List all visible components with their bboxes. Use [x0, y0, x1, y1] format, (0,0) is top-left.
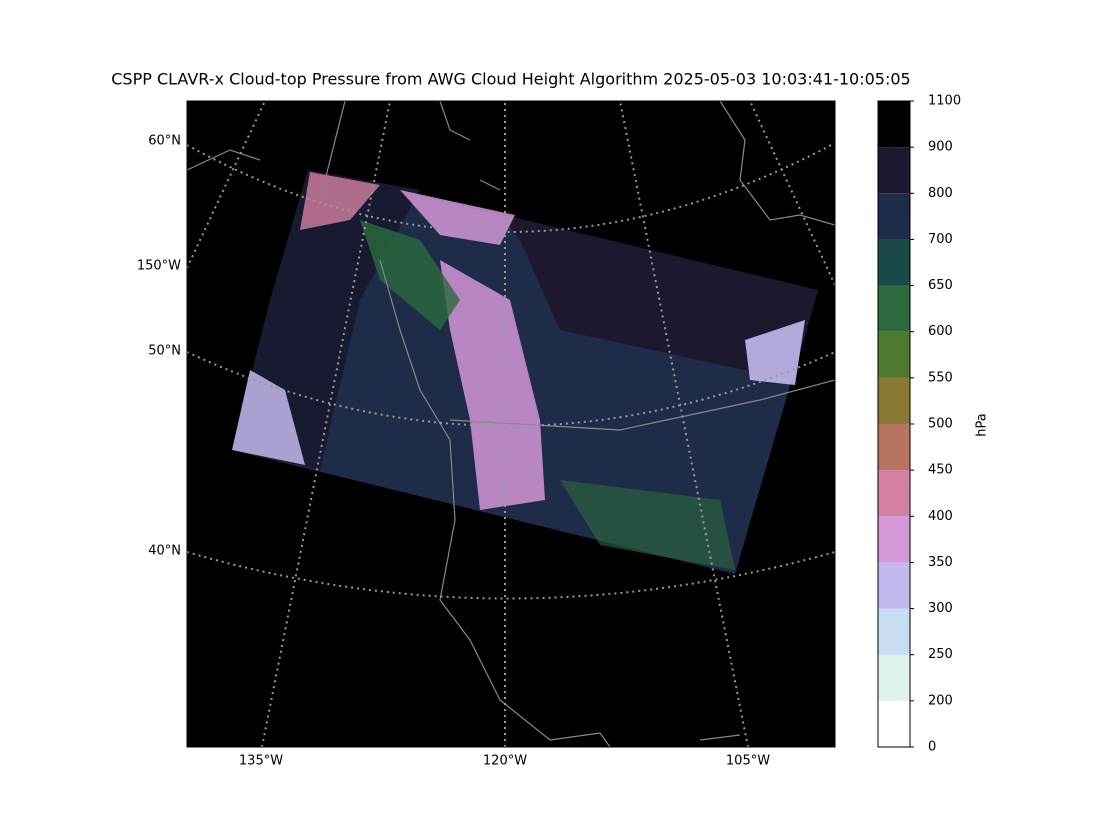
colorbar-segment: [878, 285, 910, 332]
colorbar-tick-label: 800: [928, 186, 953, 201]
colorbar-tick-label: 300: [928, 601, 953, 616]
graticule: [187, 101, 835, 747]
colorbar-segment: [878, 147, 910, 194]
colorbar-tick-label: 0: [928, 740, 936, 755]
colorbar-label: hPa: [975, 413, 990, 436]
lon-label: 105°W: [726, 754, 770, 769]
colorbar-segment: [878, 470, 910, 517]
cloud-patch: [232, 370, 305, 465]
colorbar-tick-label: 500: [928, 417, 953, 432]
colorbar-tick-label: 350: [928, 555, 953, 570]
colorbar-segment: [878, 608, 910, 655]
colorbar-tick-label: 700: [928, 232, 953, 247]
colorbar-segment: [878, 239, 910, 286]
colorbar-tick-label: 250: [928, 647, 953, 662]
colorbar-segment: [878, 331, 910, 378]
map-frame: [186, 100, 836, 748]
graticule-line: [187, 551, 835, 600]
colorbar-tick-label: 900: [928, 140, 953, 155]
graticule-line: [619, 101, 749, 747]
colorbar-tick-label: 650: [928, 278, 953, 293]
colorbar-segment: [878, 377, 910, 424]
lon-label: 120°W: [483, 754, 527, 769]
cloud-patch: [300, 172, 380, 230]
coastline: [187, 101, 835, 747]
cloud-patch: [745, 320, 805, 385]
lon-label: 135°W: [239, 754, 283, 769]
cloud-patch: [440, 260, 545, 510]
colorbar-segment: [878, 654, 910, 701]
lat-label: 60°N: [148, 134, 181, 149]
title: CSPP CLAVR-x Cloud-top Pressure from AWG…: [111, 70, 910, 89]
cloud-patch: [400, 190, 515, 245]
colorbar-tick-label: 450: [928, 463, 953, 478]
colorbar-tick-label: 1100: [928, 94, 961, 109]
cloud-patch: [360, 220, 460, 330]
swath-region: [500, 214, 818, 380]
lon-label: 150°W: [137, 259, 181, 274]
colorbar-tick-label: 550: [928, 370, 953, 385]
colorbar-tick-label: 600: [928, 324, 953, 339]
graticule-line: [187, 142, 835, 233]
colorbar-segment: [878, 516, 910, 563]
graticule-line: [187, 101, 266, 269]
map: [187, 101, 835, 747]
graticule-line: [261, 101, 391, 747]
colorbar-segment: [878, 101, 910, 148]
lat-label: 40°N: [148, 544, 181, 559]
colorbar-segment: [878, 700, 910, 747]
cloud-patch: [560, 480, 735, 570]
colorbar-tick-label: 200: [928, 693, 953, 708]
colorbar-segment: [878, 424, 910, 471]
graticule-line: [749, 101, 835, 286]
lat-label: 50°N: [148, 344, 181, 359]
colorbar-segment: [878, 193, 910, 240]
graticule-line: [187, 351, 835, 427]
colorbar-tick-label: 400: [928, 509, 953, 524]
colorbar-segment: [878, 562, 910, 609]
